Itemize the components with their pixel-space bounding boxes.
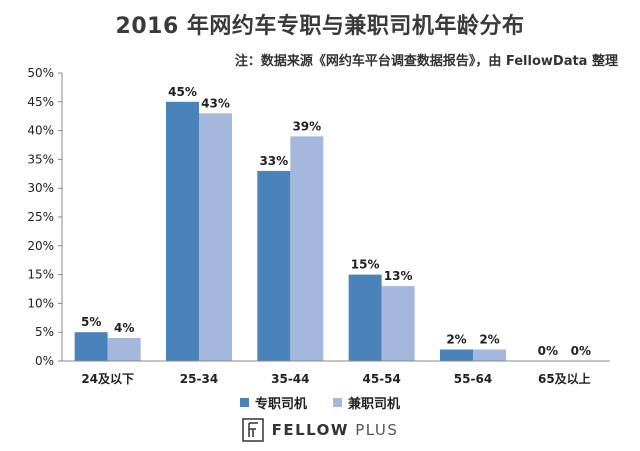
fellow-plus-logo-icon	[241, 418, 264, 442]
data-label-series-2: 2%	[479, 332, 499, 346]
bar-series-1	[257, 170, 291, 361]
data-label-series-1: 5%	[81, 315, 101, 329]
legend-label-series-1: 专职司机	[254, 397, 307, 412]
bars: 5% 4% 45% 43% 33% 39% 15% 13% 2% 2% 0% 0%	[74, 85, 591, 362]
data-label-series-1: 33%	[259, 154, 288, 168]
y-tick-label: 20%	[27, 239, 54, 253]
y-tick-label: 15%	[27, 268, 54, 282]
bar-series-2	[199, 113, 232, 361]
bar-series-1	[74, 332, 108, 361]
chart-source-note: 注：数据来源《网约车平台调查数据报告》，由 FellowData 整理	[234, 54, 618, 69]
y-tick-label: 25%	[27, 210, 54, 224]
brand-light: PLUS	[355, 421, 399, 439]
legend: 专职司机 兼职司机	[0, 393, 640, 412]
bar-series-2	[290, 136, 324, 361]
y-tick-label: 0%	[35, 354, 54, 368]
y-tick-label: 5%	[35, 325, 54, 339]
y-tick-label: 35%	[27, 152, 54, 166]
legend-item-series-2: 兼职司机	[333, 393, 400, 412]
x-axis: 24及以下 25-34 35-44 45-54 55-64 65及以上	[62, 360, 610, 386]
data-label-series-1: 2%	[446, 332, 466, 346]
x-tick-label: 35-44	[271, 372, 309, 386]
data-label-series-2: 13%	[384, 269, 413, 283]
bar-chart: 0% 5% 10% 15% 20% 25% 30% 35% 40% 45% 50% 5% 4% 45% 4…	[27, 66, 610, 386]
x-tick-label: 45-54	[362, 372, 400, 386]
data-label-series-2: 39%	[292, 119, 321, 133]
x-tick-label: 55-64	[454, 372, 492, 386]
bar-series-1	[166, 101, 199, 362]
bar-series-1	[348, 274, 382, 361]
bar-series-2	[107, 337, 141, 361]
y-tick-label: 30%	[27, 181, 54, 195]
brand-footer: FELLOW PLUS	[0, 418, 640, 442]
data-label-series-1: 15%	[351, 258, 380, 272]
bar-series-2	[381, 286, 415, 361]
data-label-series-2: 43%	[201, 96, 230, 110]
y-tick-label: 50%	[27, 66, 54, 80]
legend-label-series-2: 兼职司机	[348, 397, 401, 412]
x-tick-label: 65及以上	[538, 371, 591, 386]
legend-swatch-series-2	[333, 398, 342, 407]
chart-title: 2016 年网约车专职与兼职司机年龄分布	[115, 14, 525, 39]
x-tick-label: 25-34	[180, 372, 218, 386]
y-tick-label: 45%	[27, 95, 54, 109]
data-label-series-2: 4%	[114, 321, 134, 335]
data-label-series-1: 0%	[538, 344, 558, 358]
brand-wordmark: FELLOW PLUS	[272, 421, 399, 439]
bar-series-2	[473, 349, 506, 361]
data-label-series-2: 0%	[571, 344, 591, 358]
y-tick-label: 40%	[27, 124, 54, 138]
bar-series-1	[440, 349, 473, 361]
data-label-series-1: 45%	[168, 85, 197, 99]
y-tick-label: 10%	[27, 296, 54, 310]
legend-swatch-series-1	[239, 398, 249, 407]
x-tick-label: 24及以下	[81, 372, 134, 386]
brand-bold: FELLOW	[271, 421, 349, 439]
legend-item-series-1: 专职司机	[239, 393, 307, 412]
y-axis: 0% 5% 10% 15% 20% 25% 30% 35% 40% 45% 50%	[27, 66, 63, 368]
